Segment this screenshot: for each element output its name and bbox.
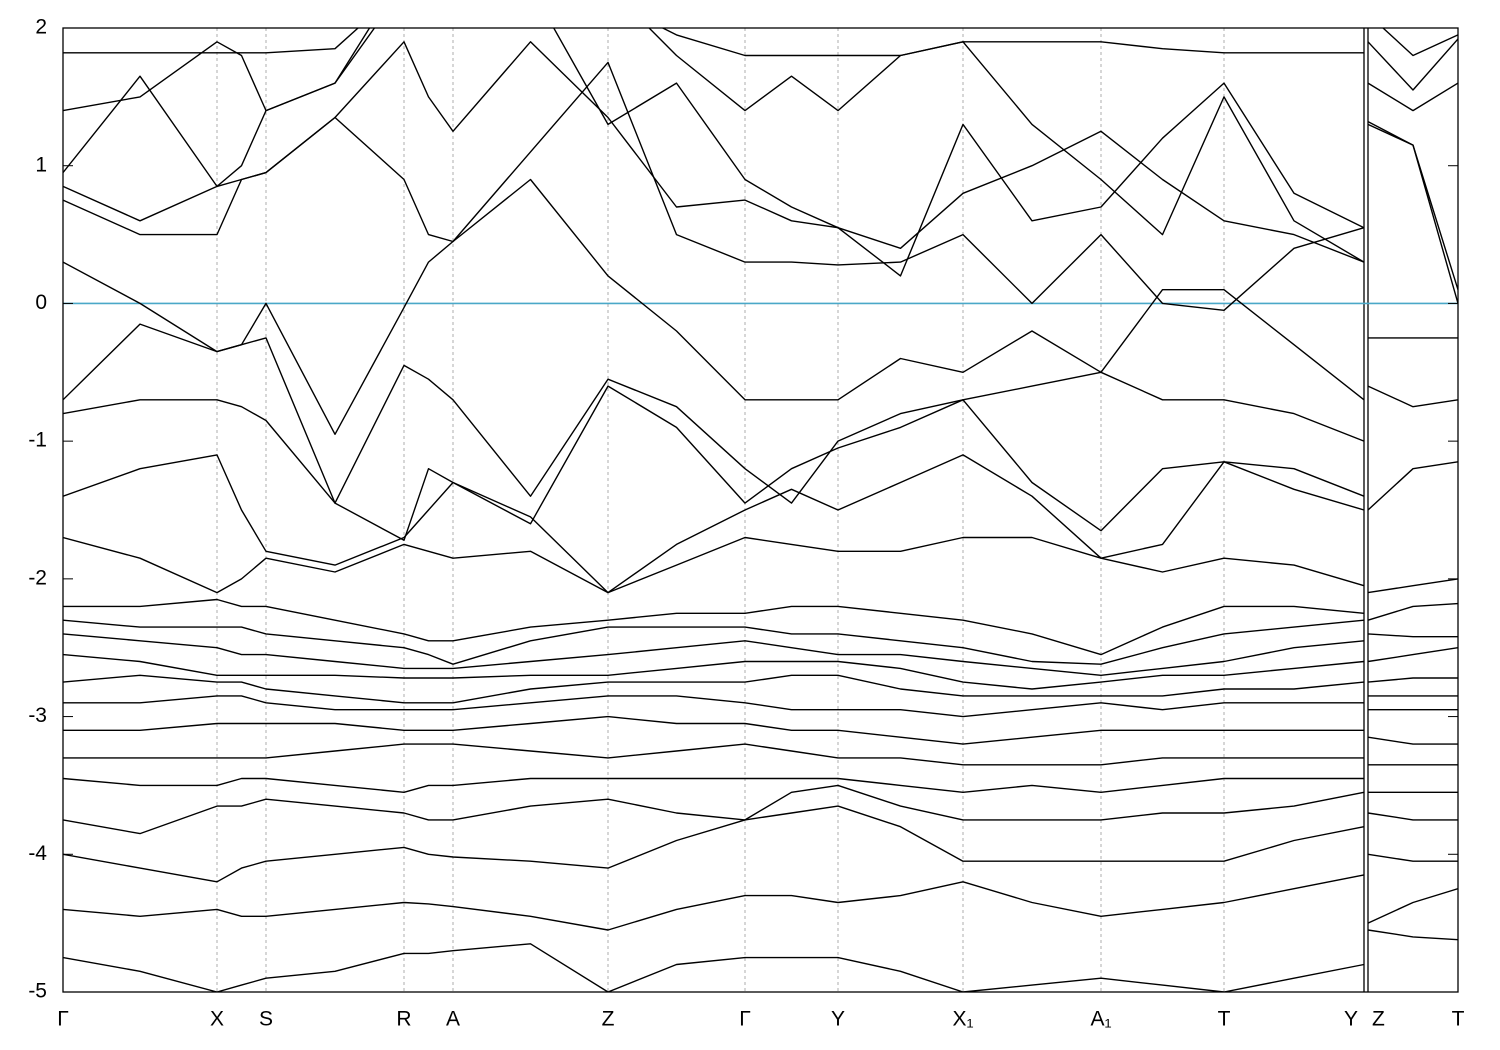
y-tick-label: -2 — [28, 566, 47, 589]
plot-frame — [62, 27, 1459, 993]
band-line — [63, 929, 1458, 992]
band-line — [63, 743, 1458, 766]
band-line — [63, 674, 1458, 704]
x-tick-label: T — [1452, 1008, 1465, 1031]
x-tick-label: S — [259, 1008, 273, 1031]
y-tick-label: -1 — [28, 429, 47, 452]
band-line — [63, 715, 1458, 745]
x-tick-label: A₁ — [1090, 1008, 1111, 1031]
x-tick-label: X — [210, 1008, 224, 1031]
x-tick-label: Z — [1372, 1008, 1385, 1031]
x-tick-label: Γ — [739, 1008, 751, 1031]
y-tick-label: -3 — [28, 704, 47, 727]
band-line — [63, 28, 1458, 263]
x-tick-label: Y — [831, 1008, 845, 1031]
band-line — [63, 41, 1458, 263]
x-tick-label: Γ — [57, 1008, 69, 1031]
x-tick-label: Z — [602, 1008, 615, 1031]
y-tick-label: 1 — [35, 153, 47, 176]
band-line — [63, 536, 1458, 594]
band-line — [63, 805, 1458, 883]
band-line — [63, 874, 1458, 931]
y-tick-label: 2 — [35, 16, 47, 39]
x-tick-label: T — [1218, 1008, 1231, 1031]
band-line — [63, 784, 1458, 835]
band-line — [63, 653, 1458, 690]
band-line — [63, 385, 1458, 541]
bands-layer — [63, 28, 1458, 992]
band-line — [63, 28, 1364, 57]
band-line — [63, 598, 1458, 656]
band-line — [63, 619, 1458, 665]
x-tick-label: R — [396, 1008, 411, 1031]
band-line — [63, 777, 1458, 793]
y-tick-label: 0 — [35, 291, 47, 314]
y-tick-label: -4 — [28, 842, 47, 865]
band-line — [63, 28, 1458, 277]
x-tick-label: A — [446, 1008, 460, 1031]
band-line — [63, 633, 1458, 676]
band-line — [63, 454, 1458, 594]
band-line — [63, 695, 1458, 718]
y-tick-label: -5 — [28, 980, 47, 1003]
band-line — [63, 323, 1458, 504]
x-tick-label: X₁ — [952, 1008, 973, 1031]
x-tick-label: Y — [1344, 1008, 1358, 1031]
